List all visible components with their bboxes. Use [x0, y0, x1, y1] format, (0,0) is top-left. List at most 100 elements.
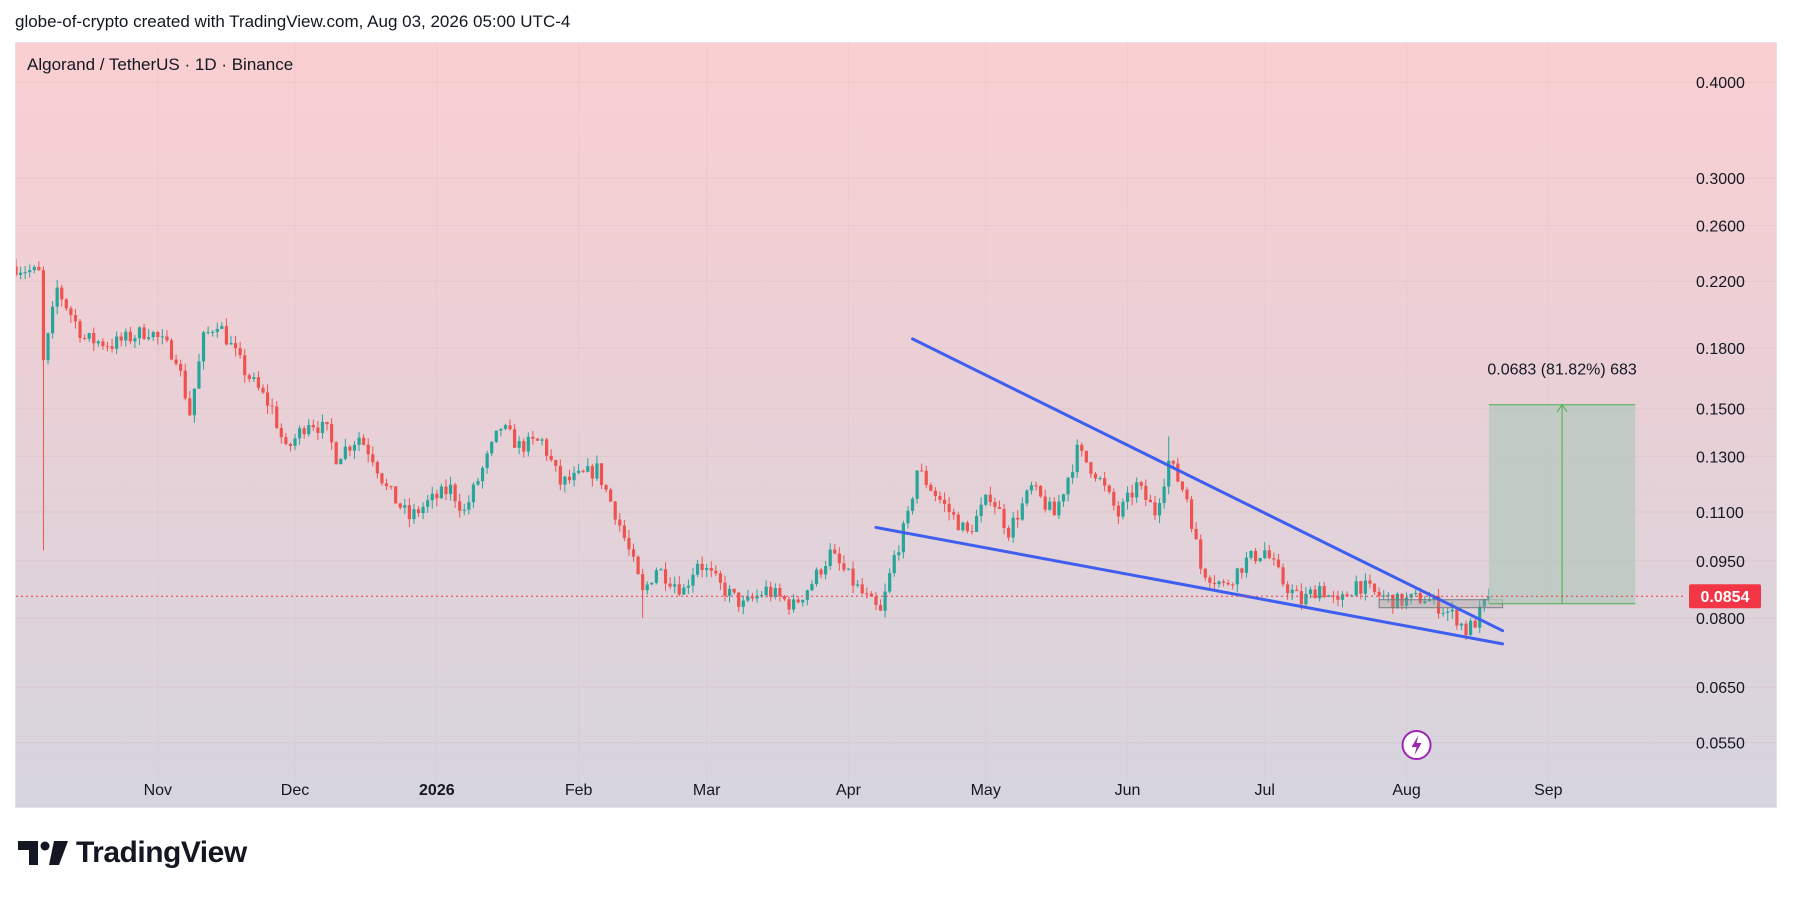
- candle-body: [448, 484, 453, 495]
- candle-body: [1340, 594, 1345, 600]
- candle-body: [947, 503, 951, 513]
- candle-body: [238, 348, 242, 356]
- lower-trendline[interactable]: [874, 525, 1505, 646]
- candle-body: [73, 315, 78, 322]
- candle-body: [416, 509, 421, 514]
- candle-body: [1391, 594, 1395, 609]
- candle-body: [851, 568, 855, 586]
- upper-trendline[interactable]: [911, 337, 1505, 633]
- tradingview-logo-icon: [18, 841, 68, 865]
- candle-body: [691, 574, 695, 586]
- candle-body: [618, 519, 622, 526]
- candle-body: [1418, 592, 1422, 604]
- candle-body: [677, 584, 681, 595]
- candle-body: [78, 321, 82, 338]
- candle-body: [1455, 609, 1459, 626]
- candle-body: [787, 599, 791, 610]
- candle-body: [636, 556, 640, 575]
- candle-body: [60, 287, 64, 300]
- candle-body: [686, 585, 691, 588]
- candle-body: [142, 327, 146, 339]
- candle-body: [1080, 444, 1084, 451]
- candle-body: [773, 588, 777, 597]
- candle-body: [929, 484, 933, 491]
- footer-logo[interactable]: TradingView: [18, 836, 247, 870]
- candle-body: [1167, 460, 1171, 487]
- candle-body: [275, 406, 279, 428]
- candle-body: [1254, 550, 1258, 562]
- candle-body: [1441, 612, 1445, 614]
- candle-body: [901, 523, 905, 553]
- candle-body: [1382, 595, 1386, 597]
- candle-body: [942, 499, 947, 504]
- candle-body: [453, 484, 457, 502]
- candle-body: [375, 462, 379, 474]
- candle-body: [714, 570, 718, 574]
- candle-body: [577, 470, 581, 473]
- candle-body: [1235, 568, 1239, 585]
- candle-body: [846, 568, 851, 570]
- candle-body: [1135, 482, 1139, 498]
- candle-body: [970, 531, 974, 533]
- candle-body: [115, 336, 119, 349]
- candle-body: [220, 326, 224, 329]
- price-axis-label: 0.2200: [1696, 274, 1745, 291]
- price-axis-label: 0.0650: [1696, 680, 1745, 697]
- candle-body: [1276, 559, 1281, 568]
- candle-body: [1144, 485, 1148, 500]
- candle-body: [1377, 591, 1381, 596]
- chart-area[interactable]: 0.4000 0.3000 0.2600 0.2200 0.1800 0.1500 0.13…: [15, 42, 1777, 808]
- candle-body: [1020, 503, 1024, 520]
- candle-body: [1176, 463, 1180, 482]
- candle-body: [595, 463, 599, 479]
- price-axis-label: 0.4000: [1696, 75, 1745, 92]
- candle-body: [151, 332, 155, 338]
- candle-body: [1006, 528, 1011, 538]
- candle-body: [307, 424, 311, 435]
- candle-body: [554, 460, 558, 466]
- candle-body: [535, 438, 540, 441]
- candle-body: [1171, 460, 1175, 464]
- candle-body: [403, 505, 407, 508]
- candle-body: [837, 553, 841, 564]
- candle-body: [128, 331, 132, 342]
- candle-body: [819, 569, 823, 575]
- candle-body: [105, 346, 110, 348]
- candle-body: [796, 599, 800, 603]
- candle-body: [284, 437, 288, 444]
- candle-body: [956, 514, 960, 531]
- candle-body: [682, 587, 686, 595]
- candle-body: [1258, 557, 1262, 562]
- time-axis-label: Apr: [836, 782, 862, 799]
- candle-body: [782, 596, 787, 600]
- candle-body: [622, 525, 626, 538]
- candle-body: [325, 421, 329, 425]
- candle-body: [856, 584, 860, 586]
- candle-body: [1459, 623, 1464, 626]
- candle-body: [673, 584, 677, 587]
- candle-body: [229, 343, 233, 345]
- candle-body: [1450, 609, 1454, 612]
- candle-body: [1121, 501, 1125, 517]
- candle-body: [1286, 584, 1290, 594]
- candle-body: [490, 441, 494, 454]
- candle-body: [1359, 581, 1363, 594]
- candle-body: [37, 267, 41, 271]
- candle-body: [723, 582, 727, 596]
- footer-brand: TradingView: [76, 836, 247, 869]
- candle-body: [805, 590, 809, 600]
- candle-body: [1157, 502, 1162, 516]
- candle-body: [206, 331, 210, 333]
- candle-body: [1336, 596, 1340, 600]
- candlestick-chart[interactable]: 0.4000 0.3000 0.2600 0.2200 0.1800 0.1500 0.13…: [16, 43, 1776, 807]
- candle-body: [16, 266, 18, 275]
- candle-body: [540, 439, 544, 441]
- candle-body: [604, 485, 608, 490]
- symbol-title[interactable]: Algorand / TetherUS · 1D · Binance: [27, 55, 294, 74]
- candle-body: [503, 425, 508, 429]
- candle-body: [865, 593, 869, 595]
- lightning-icon[interactable]: [1401, 730, 1432, 760]
- candle-body: [1249, 550, 1253, 558]
- price-axis-label: 0.0550: [1696, 736, 1745, 753]
- candle-body: [46, 333, 50, 361]
